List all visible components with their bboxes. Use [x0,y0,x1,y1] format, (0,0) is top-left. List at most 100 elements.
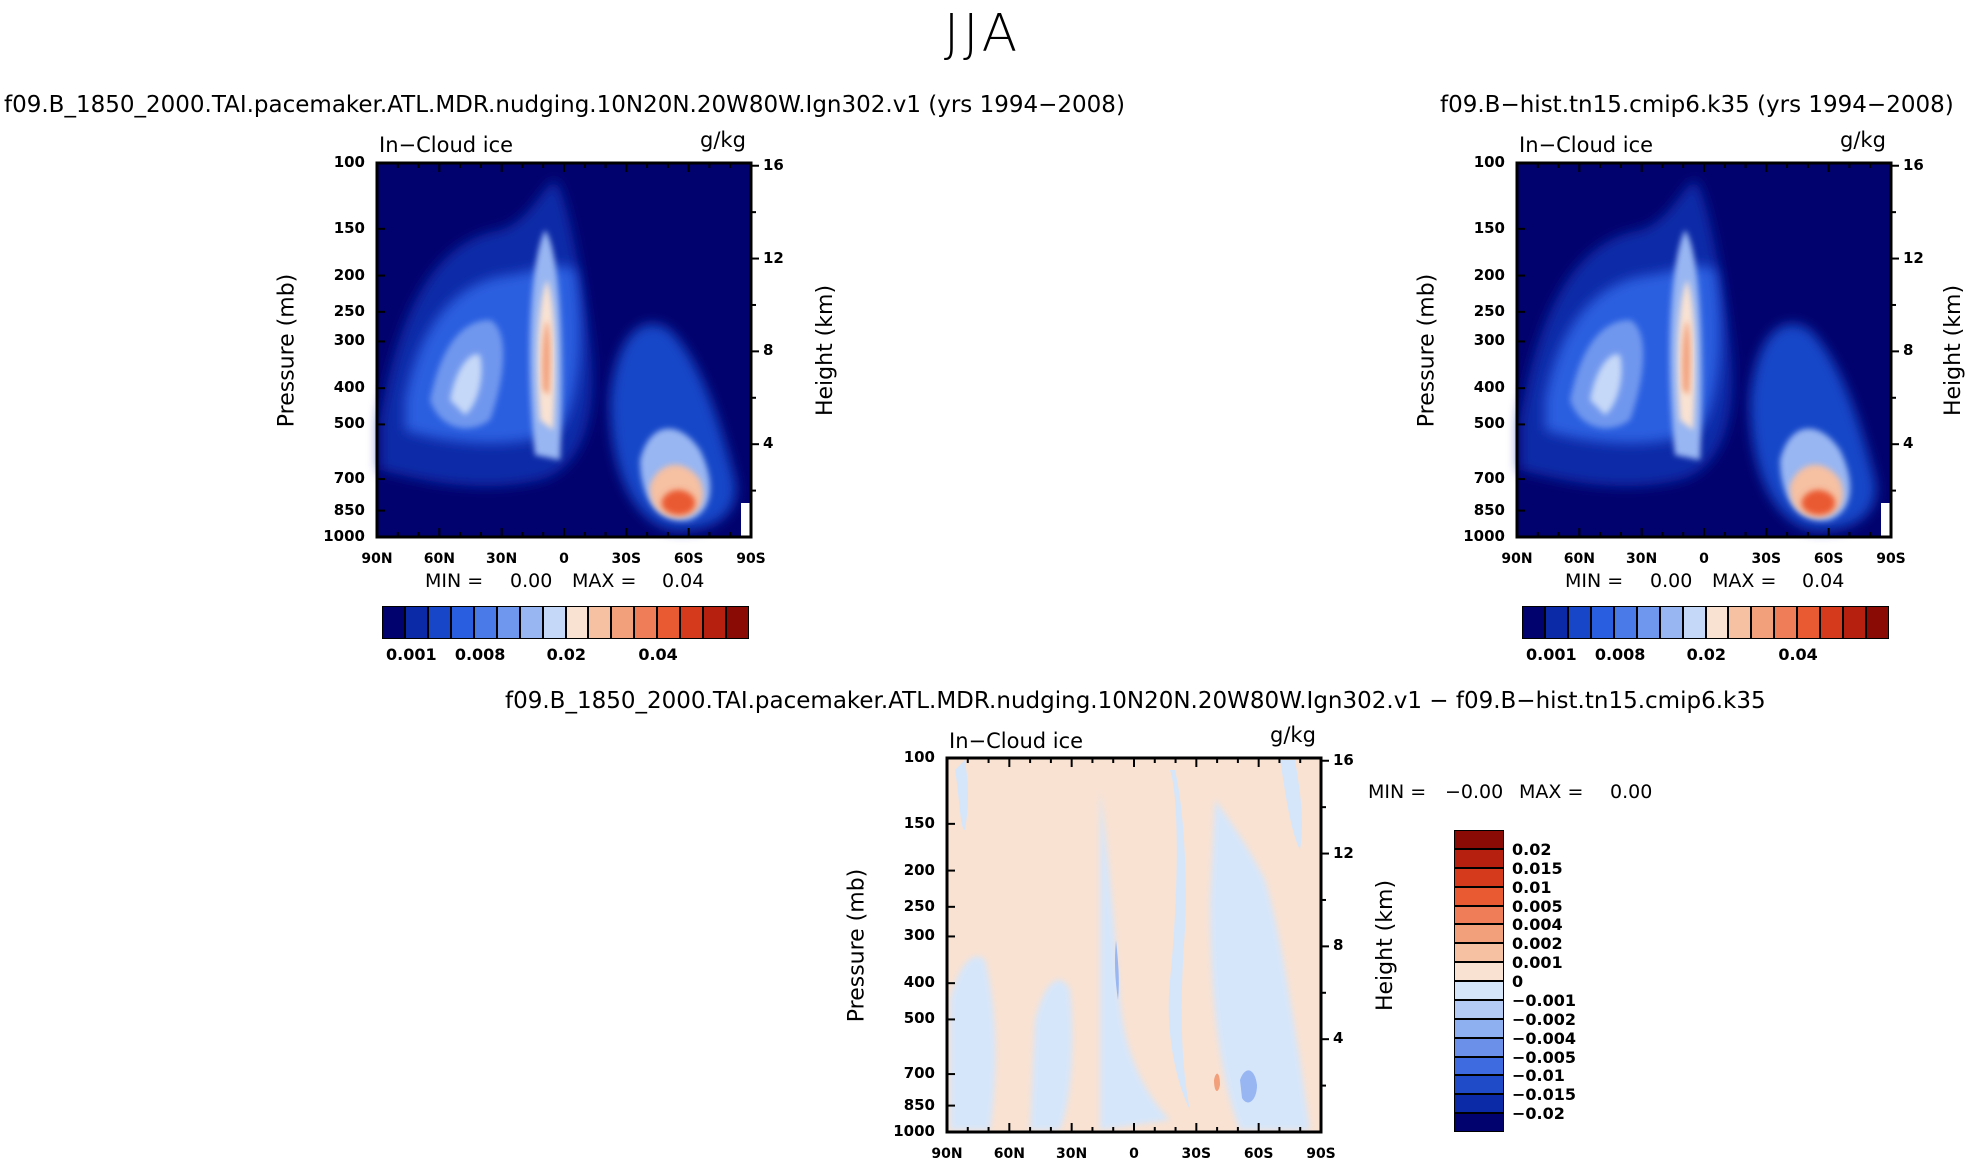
latitude-tick-label: 30S [611,551,642,567]
colorbar-tick-label: 0.04 [1778,645,1818,664]
colorbar-swatch [1797,606,1821,639]
latitude-tick-label: 90N [361,551,393,567]
colorbar-swatch [726,606,749,639]
colorbar-swatch [611,606,635,639]
colorbar-swatch [1454,830,1504,849]
diff-x-minor-ticks [946,758,1322,1132]
colorbar-swatch [1454,886,1504,906]
colorbar-swatch [1590,606,1614,639]
colorbar-swatch [1751,606,1775,639]
pressure-tick-label: 850 [333,500,365,519]
colorbar-swatch [1613,606,1637,639]
height-tick-label: 12 [1903,248,1924,267]
diff-h-ticks [1321,759,1329,1087]
height-tick-label: 8 [763,341,774,360]
pressure-tick-label: 250 [333,301,365,320]
colorbar-tick-label: 0.02 [546,645,587,664]
colorbar-tick-label: 0.02 [1686,645,1727,664]
diff-max-value: 0.00 [1610,781,1653,803]
left-min-label: MIN = [425,570,484,592]
colorbar-swatch [657,606,681,639]
latitude-tick-label: 60S [1243,1146,1274,1162]
right-field-label: In−Cloud ice [1519,133,1654,157]
latitude-tick-label: 90N [1501,551,1533,567]
diff-field-neg-mid [1030,980,1073,1130]
left-max-label: MAX = [572,570,637,592]
latitude-tick-label: 90S [1876,551,1906,567]
diff-field-neg-strip-b [1168,770,1190,1110]
diff-field-pos-spot [1214,1073,1220,1092]
pressure-tick-label: 300 [1473,331,1505,350]
pressure-tick-label: 850 [1473,500,1505,519]
right-y-ticks [1517,162,1525,538]
colorbar-tick-label: 0.02 [1512,839,1552,859]
colorbar-swatch [565,606,589,639]
height-tick-label: 16 [1903,155,1924,174]
right-x-minor-ticks [1516,163,1892,537]
right-h-ticks [1891,164,1899,492]
right-max-label: MAX = [1712,570,1777,592]
diff-field-neg-west [950,956,996,1130]
colorbar-swatch [496,606,520,639]
pressure-tick-label: 1000 [323,527,365,545]
pressure-tick-label: 1000 [1463,527,1505,545]
colorbar-tick-label: −0.004 [1512,1028,1577,1048]
colorbar-swatch [1454,981,1504,1000]
latitude-tick-label: 60N [423,551,455,567]
latitude-tick-label: 0 [1699,551,1709,567]
right-min-value: 0.00 [1650,570,1693,592]
colorbar-tick-label: 0.004 [1512,915,1563,935]
pressure-tick-label: 500 [333,414,365,433]
height-tick-label: 16 [1333,750,1354,769]
colorbar-swatch [1705,606,1729,639]
pressure-tick-label: 100 [903,748,935,766]
colorbar-swatch [1454,1075,1504,1095]
colorbar-swatch [1567,606,1591,639]
colorbar-swatch [1454,1094,1504,1114]
right-field-trop-peak [1682,320,1691,395]
pressure-tick-label: 400 [1473,378,1505,397]
latitude-tick-label: 90N [931,1146,963,1162]
colorbar-swatch [588,606,612,639]
pressure-tick-label: 1000 [893,1122,935,1140]
pressure-tick-label: 850 [903,1095,935,1114]
pressure-tick-label: 500 [1473,414,1505,433]
colorbar-swatch [1544,606,1568,639]
pressure-tick-label: 150 [333,218,365,237]
colorbar-tick-label: 0.008 [454,645,506,664]
latitude-tick-label: 30S [1751,551,1782,567]
latitude-tick-label: 60S [1813,551,1844,567]
latitude-tick-label: 90S [1306,1146,1336,1162]
latitude-tick-label: 30N [486,551,518,567]
colorbar-swatch [1454,848,1504,868]
colorbar-tick-label: 0.001 [1512,953,1563,973]
left-y-ticks [377,162,385,538]
left-field-n-core [450,354,482,415]
pressure-tick-label: 150 [1473,218,1505,237]
colorbar-swatch [1454,1113,1504,1132]
colorbar-swatch [1454,943,1504,963]
colorbar-swatch [703,606,727,639]
pressure-tick-label: 500 [903,1009,935,1028]
colorbar-swatch [427,606,451,639]
diff-field-label: In−Cloud ice [949,729,1084,753]
diff-min-label: MIN = [1368,781,1427,803]
height-tick-label: 4 [1903,434,1914,453]
pressure-tick-label: 700 [333,469,365,488]
colorbar-swatch [1454,905,1504,925]
left-h-ticks [751,164,759,492]
left-units-label: g/kg [700,128,746,152]
season-title: JJA [943,4,1022,64]
colorbar-tick-label: −0.002 [1512,1009,1577,1029]
colorbar-swatch [1454,867,1504,887]
colorbar-tick-label: −0.005 [1512,1047,1577,1067]
colorbar-swatch [382,606,405,639]
colorbar-swatch [1454,1037,1504,1057]
colorbar-swatch [1454,1056,1504,1076]
latitude-tick-label: 90S [736,551,766,567]
pressure-tick-label: 100 [1473,153,1505,171]
colorbar-tick-label: −0.01 [1512,1066,1565,1086]
colorbar-swatch [1774,606,1798,639]
colorbar-swatch [1659,606,1683,639]
